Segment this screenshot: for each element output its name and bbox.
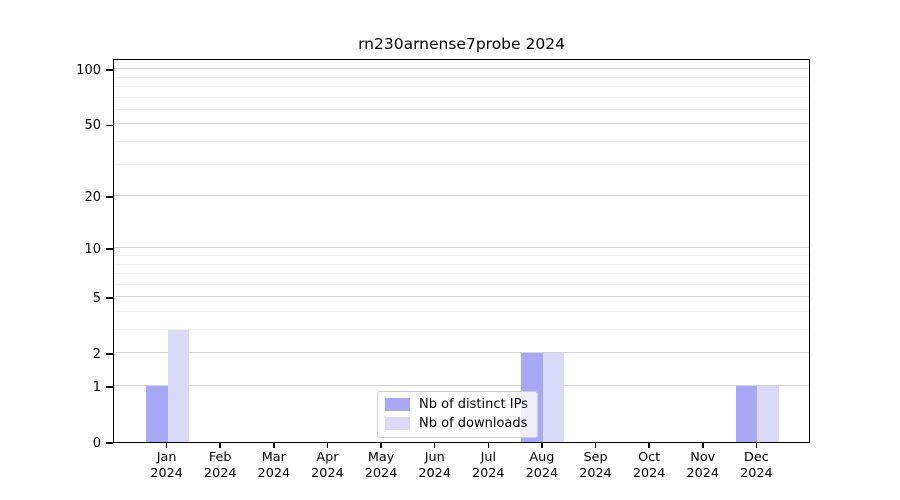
legend-swatch-distinct-ips <box>385 398 410 411</box>
xtick-year-sep: 2024 <box>579 466 612 481</box>
xtick-label-jan: Jan 2024 <box>135 450 199 482</box>
ytick-label-1: 1 <box>92 379 101 395</box>
xtick-month-apr: Apr <box>316 450 339 465</box>
bar-distinct-ips-dec <box>735 386 758 442</box>
xtick-label-nov: Nov 2024 <box>671 450 735 482</box>
ytick-mark-50 <box>106 124 113 127</box>
ytick-label-10: 10 <box>84 241 101 257</box>
gridline-major-5 <box>114 296 809 298</box>
xtick-label-may: May 2024 <box>349 450 413 482</box>
xtick-month-oct: Oct <box>638 450 661 465</box>
gridline-minor-80 <box>114 86 809 88</box>
xtick-label-apr: Apr 2024 <box>295 450 359 482</box>
xtick-label-mar: Mar 2024 <box>242 450 306 482</box>
bar-downloads-jan <box>167 330 190 442</box>
ytick-label-5: 5 <box>92 290 101 306</box>
gridline-minor-3 <box>114 329 809 331</box>
plot-area <box>113 59 810 443</box>
xtick-label-feb: Feb 2024 <box>188 450 252 482</box>
gridline-major-10 <box>114 247 809 249</box>
xtick-year-nov: 2024 <box>686 466 720 481</box>
ytick-label-50: 50 <box>84 117 101 133</box>
xtick-mark-dec <box>755 443 758 448</box>
xtick-month-nov: Nov <box>690 450 716 465</box>
xtick-mark-jun <box>433 443 436 448</box>
gridline-minor-70 <box>114 96 809 98</box>
gridline-major-50 <box>114 123 809 125</box>
xtick-label-dec: Dec 2024 <box>724 450 788 482</box>
ytick-label-100: 100 <box>76 62 101 78</box>
bar-distinct-ips-jan <box>146 386 168 442</box>
ytick-mark-1 <box>106 386 113 388</box>
xtick-label-jun: Jun 2024 <box>403 450 467 482</box>
xtick-month-jul: Jul <box>480 450 497 465</box>
gridline-minor-90 <box>114 76 809 78</box>
xtick-year-apr: 2024 <box>311 466 344 481</box>
gridline-minor-40 <box>114 141 809 143</box>
xtick-month-sep: Sep <box>583 450 608 465</box>
xtick-mark-jan <box>165 443 168 448</box>
gridline-minor-30 <box>114 163 809 165</box>
xtick-year-aug: 2024 <box>525 466 559 481</box>
gridline-minor-7 <box>114 273 809 275</box>
xtick-month-dec: Dec <box>743 450 769 465</box>
xtick-mark-feb <box>219 443 222 448</box>
gridline-major-100 <box>114 68 809 70</box>
legend: Nb of distinct IPs Nb of downloads <box>377 391 538 438</box>
xtick-month-jan: Jan <box>156 450 177 465</box>
xtick-year-dec: 2024 <box>740 466 773 481</box>
xtick-month-jun: Jun <box>424 450 445 465</box>
xtick-year-feb: 2024 <box>203 466 237 481</box>
xtick-mark-sep <box>594 443 597 448</box>
chart-title: rn230arnense7probe 2024 <box>358 35 565 53</box>
xtick-year-oct: 2024 <box>632 466 666 481</box>
gridline-major-2 <box>114 352 809 354</box>
bar-downloads-dec <box>757 386 779 442</box>
xtick-month-mar: Mar <box>261 450 286 465</box>
legend-label-downloads: Nb of downloads <box>419 416 528 431</box>
ytick-label-20: 20 <box>84 189 101 205</box>
gridline-minor-4 <box>114 311 809 312</box>
xtick-mark-mar <box>273 443 275 448</box>
legend-swatch-downloads <box>385 417 410 430</box>
gridline-minor-60 <box>114 108 809 110</box>
xtick-month-feb: Feb <box>208 450 232 465</box>
ytick-mark-10 <box>106 248 113 251</box>
xtick-label-aug: Aug 2024 <box>510 450 574 482</box>
xtick-year-jan: 2024 <box>150 466 183 481</box>
xtick-mark-may <box>380 443 382 448</box>
xtick-mark-jul <box>487 443 490 448</box>
xtick-year-may: 2024 <box>364 466 398 481</box>
xtick-year-jun: 2024 <box>418 466 451 481</box>
ytick-mark-5 <box>106 297 113 300</box>
xtick-label-oct: Oct 2024 <box>617 450 681 482</box>
xtick-month-may: May <box>367 450 395 465</box>
legend-label-distinct-ips: Nb of distinct IPs <box>419 397 528 412</box>
gridline-major-20 <box>114 195 809 197</box>
bar-downloads-aug <box>542 353 565 442</box>
ytick-mark-20 <box>106 196 113 198</box>
xtick-mark-aug <box>541 443 543 448</box>
ytick-mark-2 <box>106 353 113 356</box>
gridline-minor-6 <box>114 283 809 285</box>
xtick-label-jul: Jul 2024 <box>456 450 520 482</box>
ytick-mark-100 <box>106 69 113 71</box>
xtick-year-jul: 2024 <box>472 466 505 481</box>
ytick-label-0: 0 <box>92 435 101 451</box>
xtick-mark-nov <box>701 443 704 448</box>
xtick-mark-apr <box>326 443 329 448</box>
gridline-minor-8 <box>114 263 809 265</box>
ytick-label-2: 2 <box>92 346 101 362</box>
ytick-mark-0 <box>106 442 113 444</box>
xtick-label-sep: Sep 2024 <box>564 450 628 482</box>
xtick-month-aug: Aug <box>529 450 555 465</box>
gridline-minor-9 <box>114 255 809 256</box>
xtick-mark-oct <box>648 443 650 448</box>
legend-item-downloads: Nb of downloads <box>385 416 528 431</box>
gridline-major-1 <box>114 385 809 387</box>
xtick-year-mar: 2024 <box>257 466 291 481</box>
legend-item-distinct-ips: Nb of distinct IPs <box>385 397 528 412</box>
